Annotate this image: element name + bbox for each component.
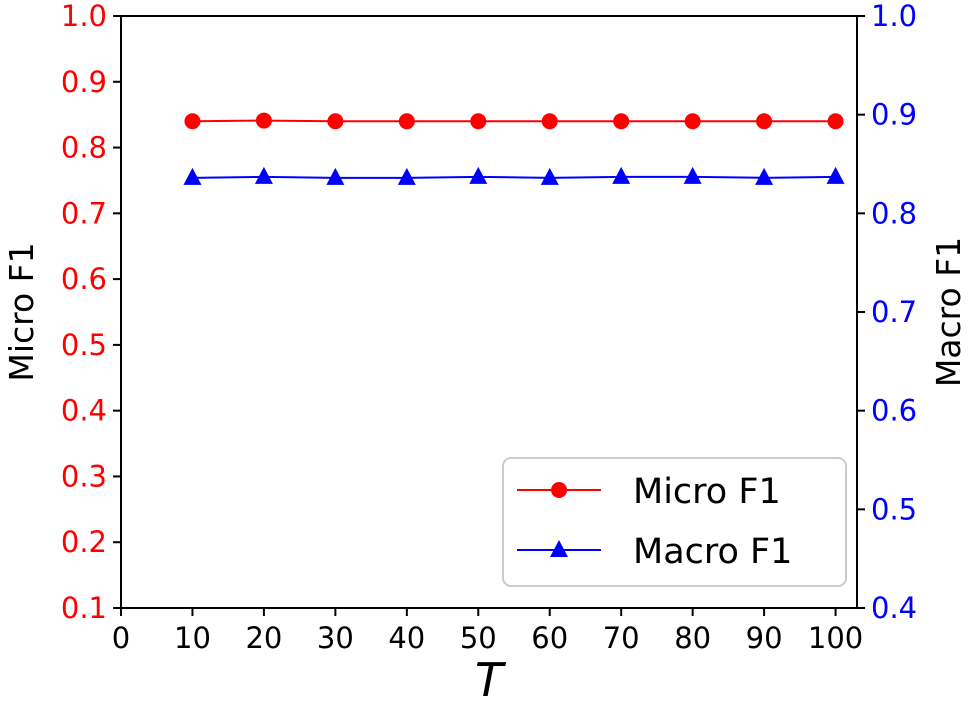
y-right-tick-label: 0.6 — [871, 394, 917, 428]
data-point-0 — [827, 113, 844, 130]
y-left-tick-label: 0.2 — [61, 525, 107, 559]
y-right-tick-label: 0.9 — [871, 98, 917, 132]
y-left-tick-label: 0.8 — [61, 131, 107, 165]
legend-marker-macro — [550, 540, 568, 557]
y-right-tick-label: 0.5 — [871, 492, 917, 526]
series-line-1 — [192, 175, 836, 179]
y-left-tick-label: 1.0 — [61, 0, 107, 33]
data-point-1 — [540, 167, 559, 185]
x-tick-label: 50 — [460, 621, 497, 655]
data-point-1 — [755, 167, 774, 185]
legend-marker-micro — [551, 482, 567, 498]
y-left-tick-label: 0.3 — [61, 459, 107, 493]
x-tick-label: 80 — [674, 621, 711, 655]
y-right-tick-label: 0.8 — [871, 196, 917, 230]
ticks-layer: 0 10 20 30 40 50 60 70 80 90 100 0.1 0.2 0.3 0.4 0.5 0.6… — [61, 0, 917, 655]
x-tick-label: 70 — [603, 621, 640, 655]
y-left-tick-label: 0.7 — [61, 196, 107, 230]
x-tick-label: 0 — [112, 621, 130, 655]
x-tick-label: 90 — [746, 621, 783, 655]
x-tick-label: 60 — [531, 621, 568, 655]
legend-label-micro: Micro F1 — [633, 472, 781, 512]
y-left-tick-label: 0.9 — [61, 65, 107, 99]
series-layer — [183, 112, 845, 185]
y-left-tick-label: 0.4 — [61, 394, 107, 428]
data-point-1 — [254, 166, 273, 184]
data-point-0 — [756, 113, 773, 130]
y-right-tick-label: 1.0 — [871, 0, 917, 33]
data-point-1 — [183, 167, 202, 185]
data-point-1 — [826, 166, 845, 184]
data-point-0 — [327, 113, 344, 130]
x-tick-label: 20 — [245, 621, 282, 655]
data-point-0 — [613, 113, 630, 130]
data-point-0 — [184, 113, 201, 130]
data-point-0 — [255, 112, 272, 129]
y-left-tick-label: 0.6 — [61, 262, 107, 296]
x-tick-label: 100 — [808, 621, 863, 655]
y-right-tick-label: 0.4 — [871, 591, 917, 625]
data-point-0 — [684, 113, 701, 130]
x-tick-label: 30 — [317, 621, 354, 655]
legend: Micro F1 Macro F1 — [502, 457, 847, 587]
data-point-1 — [683, 166, 702, 184]
data-point-1 — [612, 166, 631, 184]
x-tick-label: 40 — [388, 621, 425, 655]
data-point-1 — [326, 167, 345, 185]
y-left-tick-label: 0.1 — [61, 591, 107, 625]
data-point-1 — [469, 166, 488, 184]
y-left-tick-label: 0.5 — [61, 328, 107, 362]
y-axis-right-title: Macro F1 — [929, 237, 968, 387]
data-point-1 — [397, 167, 416, 185]
data-point-0 — [398, 113, 415, 130]
data-point-0 — [541, 113, 558, 130]
legend-label-macro: Macro F1 — [633, 532, 792, 572]
series-line-0 — [192, 119, 836, 123]
data-point-0 — [470, 113, 487, 130]
x-tick-label: 10 — [174, 621, 211, 655]
y-right-tick-label: 0.7 — [871, 295, 917, 329]
y-axis-left-title: Micro F1 — [2, 242, 41, 381]
x-axis-title: T — [475, 653, 507, 705]
